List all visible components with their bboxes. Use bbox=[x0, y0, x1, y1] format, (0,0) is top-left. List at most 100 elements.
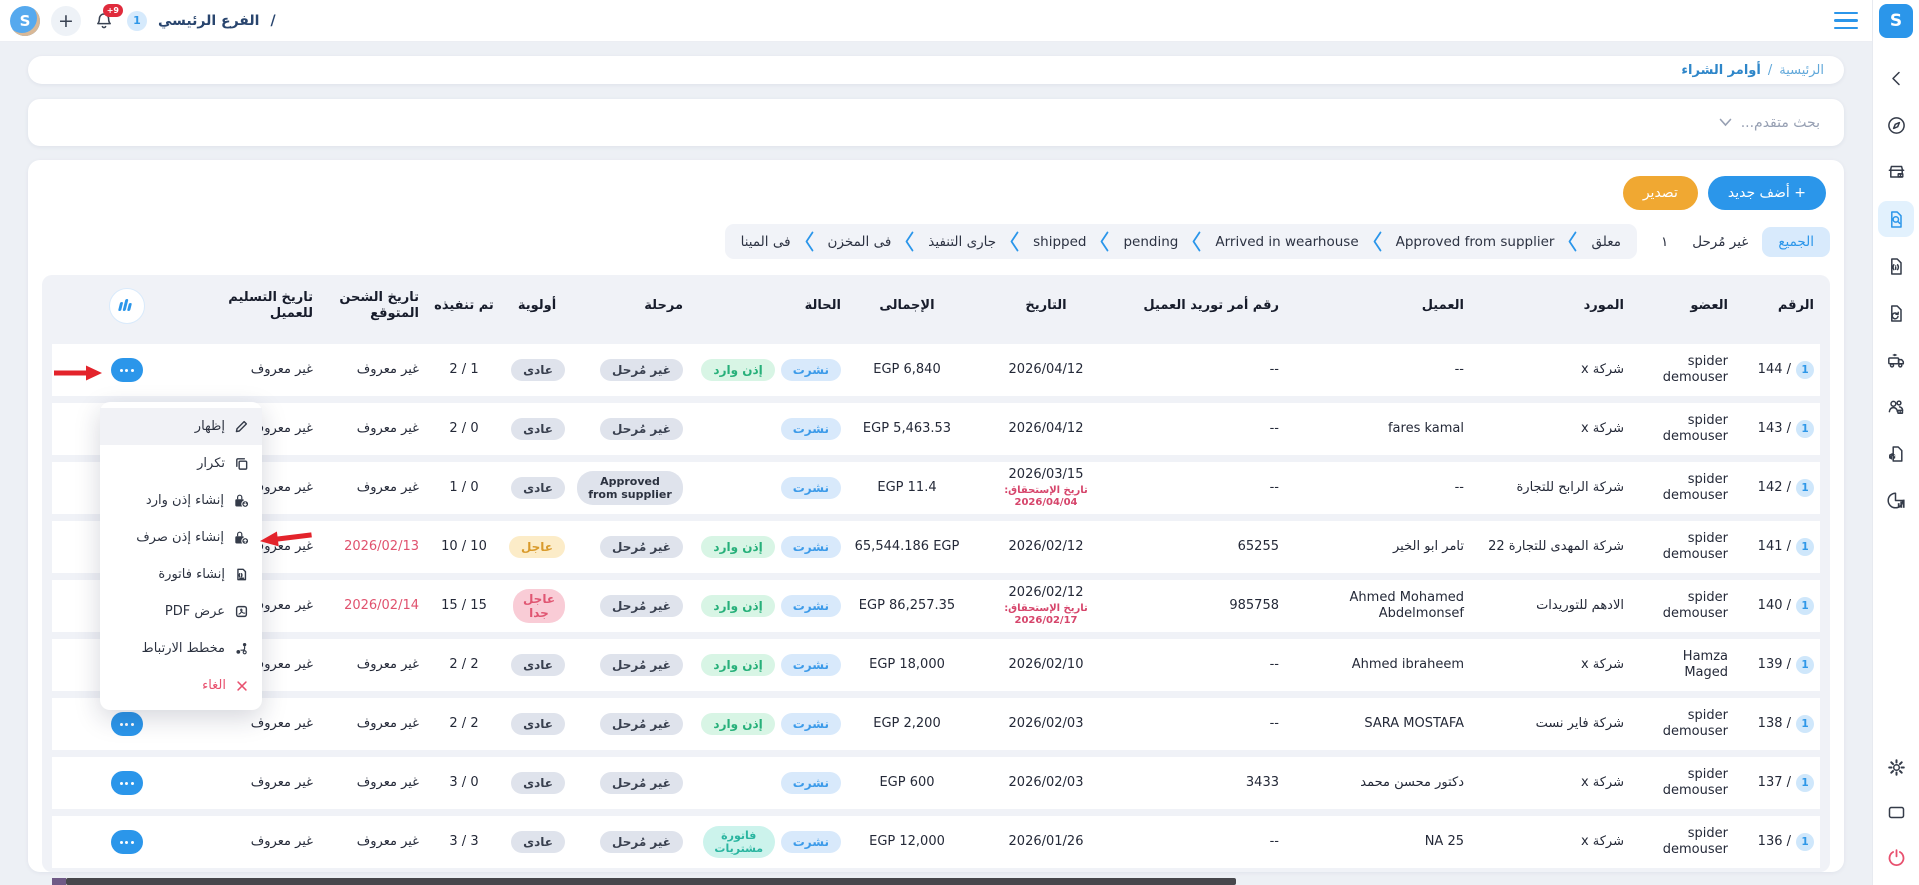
export-button[interactable]: تصدير bbox=[1623, 176, 1698, 210]
member-cell: spider demouser bbox=[1630, 527, 1734, 566]
row-actions-button[interactable] bbox=[111, 771, 143, 795]
column-header[interactable]: الحالة bbox=[689, 294, 847, 318]
context-menu-item-label: إظهار bbox=[195, 419, 225, 434]
shipping-truck-icon[interactable] bbox=[1878, 342, 1914, 378]
row-actions-button[interactable] bbox=[111, 712, 143, 736]
document-return-icon[interactable] bbox=[1878, 295, 1914, 331]
client-delivery-date-cell: غير معروف bbox=[201, 358, 319, 382]
sidebar-logo-icon[interactable]: S bbox=[1879, 4, 1913, 38]
tab-unposted[interactable]: غير مُرحل bbox=[1692, 234, 1748, 250]
breadcrumb-current: أوامر الشراء bbox=[1681, 63, 1760, 78]
status-filter-tabs: الجميع غير مُرحل ١ معلق Approved from sup… bbox=[42, 224, 1830, 259]
column-header[interactable]: رقم أمر توريد العميل bbox=[1125, 294, 1285, 318]
pipeline-tab[interactable]: Approved from supplier bbox=[1396, 234, 1555, 250]
pipeline-tab[interactable]: فى المخزن bbox=[828, 234, 892, 250]
pipeline-tab[interactable]: shipped bbox=[1033, 234, 1086, 250]
executed-count-cell: 1 / 0 bbox=[425, 476, 503, 500]
order-date: 2026/02/12 bbox=[973, 539, 1119, 555]
order-number-cell: 142 /1 bbox=[1734, 475, 1820, 501]
column-header[interactable]: العميل bbox=[1285, 294, 1470, 318]
purchase-orders-icon[interactable] bbox=[1878, 201, 1914, 237]
pipeline-tab[interactable]: Arrived in wearhouse bbox=[1215, 234, 1358, 250]
date-cell: 2026/03/15تاريخ الإستحقاق: 2026/04/04 bbox=[967, 463, 1125, 513]
executed-count-cell: 2 / 0 bbox=[425, 417, 503, 441]
priority-cell: عاجل bbox=[503, 532, 571, 562]
customers-icon[interactable] bbox=[1878, 389, 1914, 425]
status-badge: إذن وارد bbox=[701, 536, 774, 558]
priority-badge: عادى bbox=[511, 772, 565, 794]
context-menu-item[interactable]: تكرار bbox=[100, 445, 262, 482]
stage-badge: غير مُرحل bbox=[600, 595, 683, 617]
context-menu-item[interactable]: عرض PDF bbox=[100, 593, 262, 630]
context-menu-item[interactable]: الغاء bbox=[100, 667, 262, 704]
client-po-cell: -- bbox=[1125, 830, 1285, 854]
hamburger-menu-icon[interactable] bbox=[1834, 12, 1858, 30]
status-cell: نشرتفاتورة مشتريات bbox=[689, 822, 847, 862]
column-header[interactable]: تاريخ الشحن المتوقع bbox=[319, 286, 425, 327]
app-logo-icon[interactable]: S bbox=[10, 6, 40, 36]
pipeline-tab[interactable]: pending bbox=[1123, 234, 1178, 250]
column-header[interactable]: العضو bbox=[1630, 294, 1734, 318]
context-menu-item[interactable]: إنشاء إذن وارد bbox=[100, 482, 262, 519]
notifications-bell-icon[interactable]: +9 bbox=[92, 9, 116, 33]
window-icon[interactable] bbox=[1878, 794, 1914, 830]
client-cell: دكتور محسن محمد bbox=[1285, 771, 1470, 795]
document-info-icon[interactable] bbox=[1878, 248, 1914, 284]
pipeline-tab[interactable]: جارى التنفيذ bbox=[928, 234, 996, 250]
supplier-cell: الادهم للتوريدات bbox=[1470, 594, 1630, 618]
column-header[interactable]: مرحلة bbox=[571, 294, 689, 318]
store-icon[interactable] bbox=[1878, 154, 1914, 190]
settings-icon[interactable] bbox=[1878, 749, 1914, 785]
horizontal-scrollbar[interactable] bbox=[66, 878, 1236, 885]
status-badge: نشرت bbox=[781, 477, 841, 499]
column-header[interactable]: تاريخ التسليم للعميل bbox=[201, 286, 319, 327]
context-menu-item[interactable]: إنشاء فاتورة bbox=[100, 556, 262, 593]
column-header[interactable]: التاريخ bbox=[967, 294, 1125, 318]
pipeline-chevron-icon bbox=[804, 230, 815, 253]
priority-cell: عادى bbox=[503, 355, 571, 385]
client-po-cell: -- bbox=[1125, 417, 1285, 441]
pipeline-chevron-icon bbox=[1099, 230, 1110, 253]
row-actions-button[interactable] bbox=[111, 830, 143, 854]
status-badge: نشرت bbox=[781, 772, 841, 794]
breadcrumb-home-link[interactable]: الرئيسية bbox=[1779, 63, 1824, 78]
products-document-icon[interactable] bbox=[1878, 436, 1914, 472]
topbar: S + +9 1 الفرع الرئيسي / bbox=[0, 0, 1872, 42]
column-header[interactable]: المورد bbox=[1470, 294, 1630, 318]
column-header[interactable]: الإجمالى bbox=[847, 294, 967, 318]
date-cell: 2026/04/12 bbox=[967, 358, 1125, 382]
branch-breadcrumb[interactable]: الفرع الرئيسي bbox=[158, 13, 259, 29]
client-po-cell: -- bbox=[1125, 358, 1285, 382]
quick-add-button[interactable]: + bbox=[51, 6, 81, 36]
compass-icon[interactable] bbox=[1878, 107, 1914, 143]
table-row: 136 /1spider demouserشركة xNA 25--2026/0… bbox=[52, 816, 1820, 868]
context-menu-item[interactable]: إنشاء إذن صرف bbox=[100, 519, 262, 556]
pipeline-chevron-icon bbox=[1567, 230, 1578, 253]
context-menu-item[interactable]: مخطط الارتباط bbox=[100, 630, 262, 667]
date-cell: 2026/02/12تاريخ الإستحقاق: 2026/02/17 bbox=[967, 581, 1125, 631]
executed-count-cell: 10 / 10 bbox=[425, 535, 503, 559]
add-new-button[interactable]: + أضف جديد bbox=[1708, 176, 1826, 210]
power-icon[interactable] bbox=[1878, 839, 1914, 875]
pipeline-tab[interactable]: معلق bbox=[1591, 234, 1620, 250]
branch-count-badge: 1 bbox=[1796, 774, 1814, 792]
status-badge: إذن وارد bbox=[701, 595, 774, 617]
total-cell: EGP 12,000 bbox=[847, 830, 967, 854]
columns-settings-button[interactable] bbox=[52, 283, 201, 329]
priority-badge: عادى bbox=[511, 831, 565, 853]
date-cell: 2026/01/26 bbox=[967, 830, 1125, 854]
tab-all[interactable]: الجميع bbox=[1762, 227, 1830, 257]
tab-unposted-count: ١ bbox=[1661, 234, 1668, 250]
column-header[interactable]: الرقم bbox=[1734, 294, 1820, 318]
column-header[interactable]: أولوية bbox=[503, 294, 571, 318]
context-menu-item[interactable]: إظهار bbox=[100, 408, 262, 445]
column-header[interactable]: تم تنفيذه bbox=[425, 294, 503, 318]
reports-pie-icon[interactable] bbox=[1878, 483, 1914, 519]
order-number-cell: 140 /1 bbox=[1734, 593, 1820, 619]
client-cell: Ahmed ibraheem bbox=[1285, 653, 1470, 677]
pipeline-tab[interactable]: فى المينا bbox=[741, 234, 791, 250]
pipeline-stage-tabs: معلق Approved from supplier Arrived in wea… bbox=[725, 224, 1637, 259]
collapse-chevron-icon[interactable] bbox=[1878, 60, 1914, 96]
advanced-search-bar[interactable]: بحث متقدم... bbox=[28, 99, 1844, 146]
row-actions-button[interactable] bbox=[111, 358, 143, 382]
